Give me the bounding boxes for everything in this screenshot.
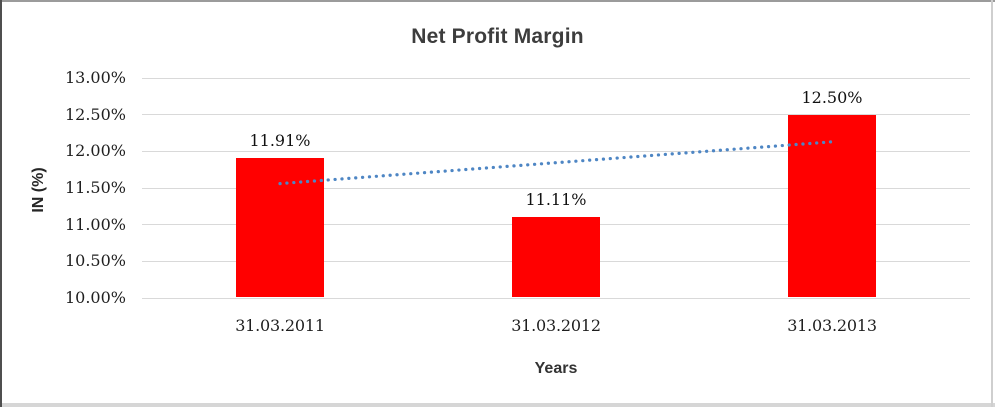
y-tick-label: 10.00% <box>64 288 126 307</box>
x-tick-label: 31.03.2013 <box>787 316 877 335</box>
y-tick-label: 13.00% <box>64 68 126 87</box>
bar-data-label: 11.91% <box>249 130 311 150</box>
x-tick-label: 31.03.2011 <box>235 316 325 335</box>
y-gridline <box>142 150 970 152</box>
x-axis-title: Years <box>534 360 578 377</box>
bar[interactable] <box>512 216 600 297</box>
y-tick-label: 10.50% <box>64 251 126 271</box>
y-gridline <box>142 77 970 79</box>
chart-title: Net Profit Margin <box>411 25 584 48</box>
y-tick-label: 12.50% <box>64 104 126 124</box>
y-tick-label: 11.50% <box>64 178 126 197</box>
y-gridline <box>142 297 970 299</box>
y-tick-label: 12.00% <box>64 141 126 161</box>
y-gridline <box>142 114 970 116</box>
y-gridline <box>142 187 970 189</box>
bar-data-label: 12.50% <box>801 87 863 107</box>
x-tick-label: 31.03.2012 <box>511 316 601 335</box>
bar[interactable] <box>236 157 324 297</box>
y-tick-label: 11.00% <box>64 214 126 234</box>
frame-border-bottom <box>0 403 995 407</box>
frame-border-top <box>0 0 995 2</box>
bar-data-label: 11.11% <box>525 189 587 209</box>
frame-border-left <box>0 0 2 407</box>
trendline[interactable] <box>142 78 970 298</box>
trendline-line[interactable] <box>278 140 834 186</box>
frame-border-right <box>991 0 993 407</box>
